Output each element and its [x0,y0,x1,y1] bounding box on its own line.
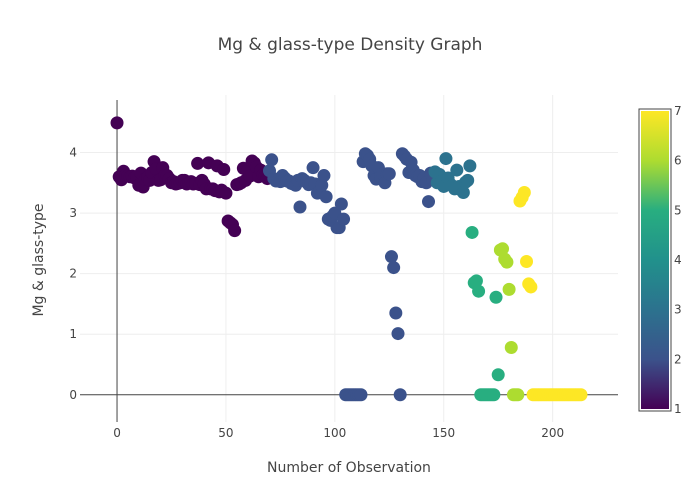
data-point [574,388,588,402]
y-tick-label: 4 [69,146,77,160]
data-point [472,284,486,298]
y-axis-title: Mg & glass-type [31,203,47,316]
data-point [463,159,477,173]
data-point [469,274,483,288]
data-point [439,152,453,166]
colorbar-tick-label: 6 [674,154,682,168]
data-point [219,186,233,200]
x-axis-title: Number of Observation [267,460,431,476]
data-point [517,185,531,199]
colorbar-border [638,108,672,412]
data-point [504,341,518,355]
y-tick-label: 2 [69,267,77,281]
data-point [337,212,351,226]
chart-title: Mg & glass-type Density Graph [218,35,483,55]
data-point [315,178,329,192]
colorbar-tick-label: 2 [674,352,682,366]
data-point [487,388,501,402]
data-point [511,388,525,402]
data-point [422,195,436,209]
x-tick-label: 150 [432,426,455,440]
colorbar-tick-label: 1 [674,402,682,416]
y-axis-ticks: 0 1 2 3 4 [69,146,77,402]
colorbar-gradient [641,111,669,409]
x-tick-label: 0 [113,426,121,440]
data-point [502,282,516,296]
data-point [319,190,333,204]
data-point [456,185,470,199]
y-tick-label: 0 [69,388,77,402]
data-point [293,200,307,214]
data-point [384,250,398,264]
x-tick-label: 100 [323,426,346,440]
data-point [354,388,368,402]
colorbar-tick-label: 3 [674,303,682,317]
data-point [382,167,396,181]
colorbar: 1 2 3 4 5 6 7 [638,104,682,416]
data-point [391,327,405,341]
data-point [228,224,242,238]
data-point [334,197,348,211]
data-point [393,388,407,402]
data-point [491,368,505,382]
data-point [450,163,464,177]
data-point [110,116,124,130]
zero-lines [80,100,618,422]
colorbar-tick-label: 5 [674,203,682,217]
data-point [496,242,510,256]
y-tick-label: 1 [69,327,77,341]
data-point [520,255,534,269]
data-point [387,261,401,275]
y-tick-label: 3 [69,206,77,220]
data-point [306,161,320,175]
data-point [217,162,231,176]
colorbar-ticks: 1 2 3 4 5 6 7 [674,104,682,416]
data-point [265,153,279,167]
colorbar-tick-label: 4 [674,253,682,267]
data-point [524,280,538,294]
x-tick-label: 50 [218,426,233,440]
data-point [500,255,514,269]
data-points [110,116,588,402]
data-point [461,173,475,187]
data-point [317,169,331,183]
data-point [465,225,479,239]
data-point [191,156,205,170]
x-tick-label: 200 [541,426,564,440]
data-point [389,306,403,320]
x-axis-ticks: 0 50 100 150 200 [113,426,564,440]
data-point [489,290,503,304]
colorbar-tick-label: 7 [674,104,682,118]
gridlines [80,95,618,422]
